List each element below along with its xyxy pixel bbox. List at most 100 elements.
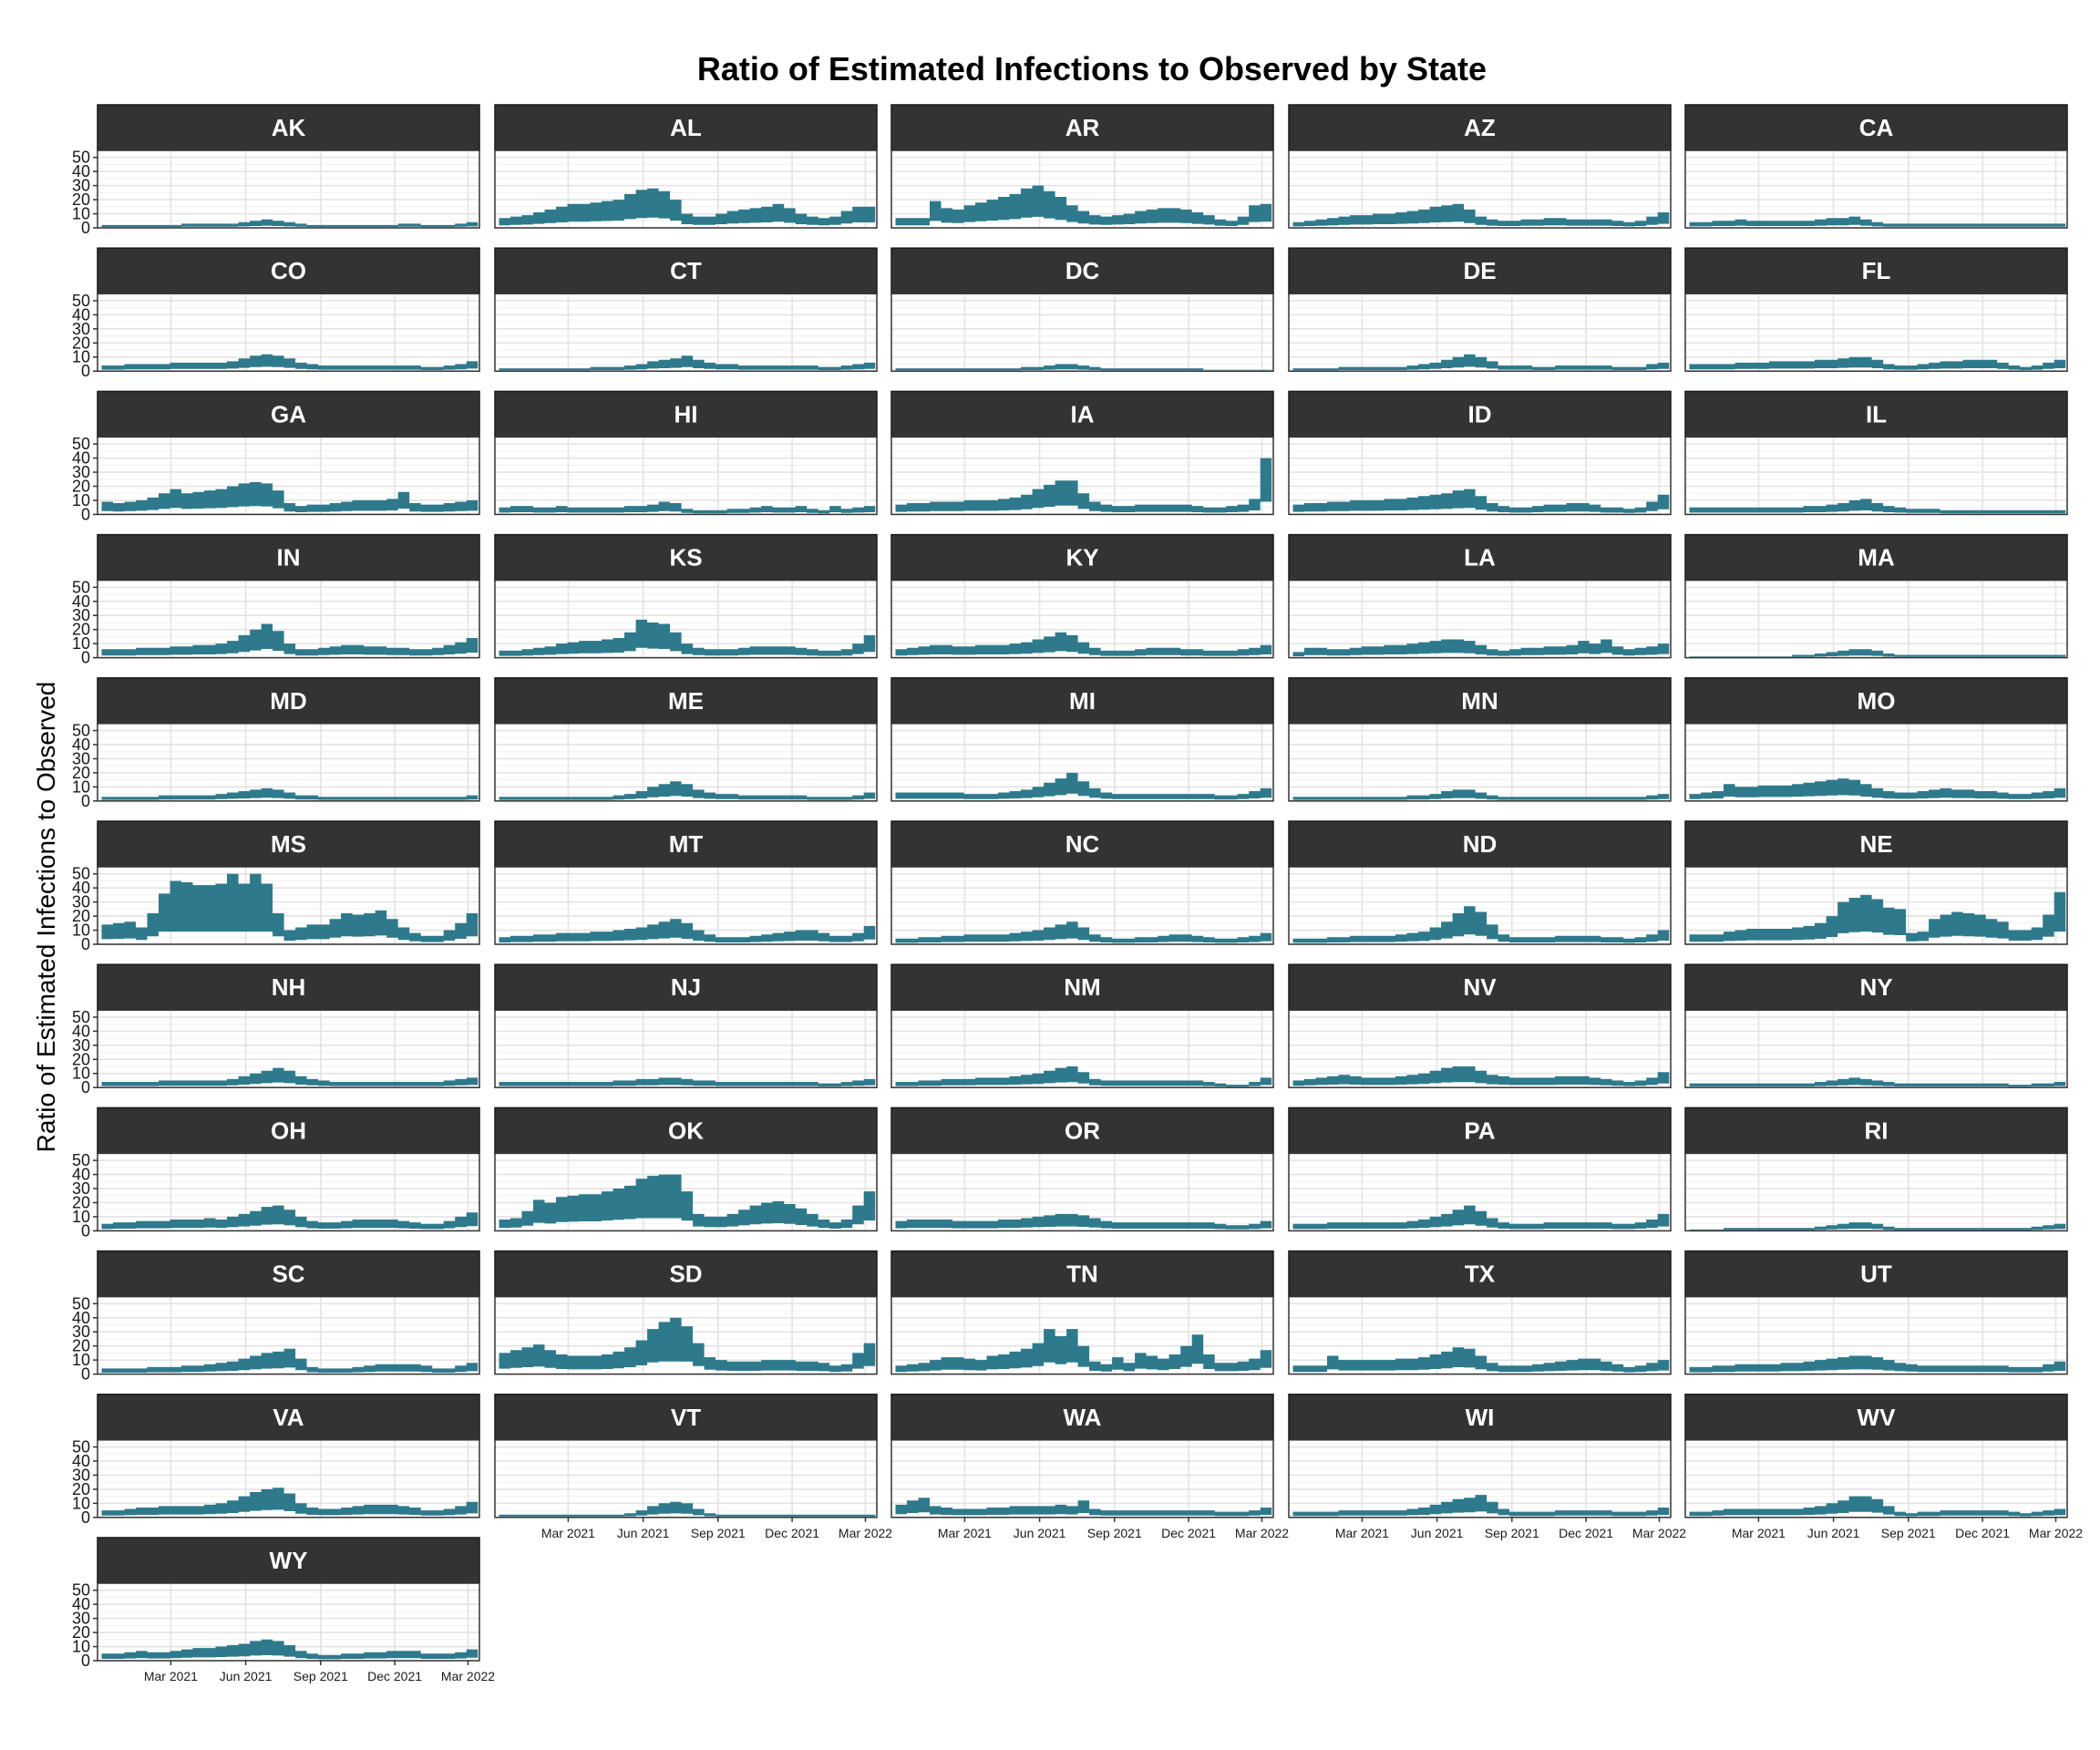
y-tick-label: 0 (81, 1078, 90, 1096)
ribbon-wy (101, 1639, 479, 1660)
facet-strip (494, 1107, 878, 1155)
ribbon-wv (1689, 1496, 2066, 1517)
facet-strip (97, 247, 480, 294)
panel-border (890, 1439, 1274, 1518)
facet-strip (97, 533, 480, 582)
panel-border (1684, 1152, 2068, 1232)
plot-background (1685, 1153, 2067, 1231)
facet-strip-label: WY (270, 1547, 308, 1574)
facet-strip (494, 963, 878, 1011)
ribbon-ks (499, 619, 876, 656)
panel-border (890, 293, 1274, 372)
panel-border (1684, 1295, 2068, 1375)
ribbon-nm (895, 1066, 1272, 1087)
ribbon-ne (1689, 891, 2066, 942)
facet-strip-label: AR (1065, 114, 1100, 141)
y-tick-label: 50 (72, 1151, 90, 1169)
facet-panel-ut: UT (1684, 1250, 2068, 1375)
ribbon-nv (1292, 1066, 1670, 1086)
panel-border (1684, 293, 2068, 372)
y-tick-label: 50 (72, 722, 90, 740)
facet-panel-ky: KY (890, 533, 1274, 659)
panel-border (890, 149, 1274, 229)
facet-panel-id: ID (1288, 390, 1672, 516)
facet-strip-label: CO (271, 257, 306, 284)
facet-panel-la: LA (1288, 533, 1672, 659)
facet-panel-pa: PA (1288, 1107, 1672, 1232)
facet-strip (97, 820, 480, 868)
facet-strip-label: GA (271, 400, 306, 427)
panel-border (494, 1152, 878, 1232)
facet-strip (890, 963, 1274, 1011)
panel-border (890, 1152, 1274, 1232)
facet-panel-ks: KS (494, 533, 878, 659)
ribbon-nh (101, 1067, 479, 1086)
panel-border (1684, 723, 2068, 802)
facet-strip (1288, 1107, 1672, 1155)
facet-strip (494, 820, 878, 868)
ribbon-ky (895, 632, 1272, 656)
ribbon-ct (499, 355, 876, 371)
plot-background (1685, 580, 2067, 658)
x-tick-label: Dec 2021 (1559, 1526, 1613, 1540)
facet-strip-label: KY (1065, 544, 1098, 571)
y-tick-label: 40 (72, 1309, 90, 1327)
facet-strip (1684, 533, 2068, 582)
ribbon-co (101, 354, 479, 370)
y-tick-label: 50 (72, 435, 90, 453)
y-tick-label: 0 (81, 792, 90, 810)
facet-strip-label: IA (1071, 400, 1095, 427)
y-tick-label: 30 (72, 1323, 90, 1341)
y-tick-label: 40 (72, 736, 90, 754)
panel-border (97, 579, 480, 659)
facet-strip (1288, 820, 1672, 868)
facet-panel-dc: DC (890, 247, 1274, 373)
ribbon-de (1292, 354, 1670, 371)
facet-strip-label: UT (1860, 1261, 1892, 1288)
facet-panel-mn: MN (1288, 677, 1672, 802)
plot-background (98, 150, 479, 228)
ribbon-hi (499, 501, 876, 514)
y-tick-label: 20 (72, 1193, 90, 1211)
facet-strip-label: DC (1065, 257, 1100, 284)
plot-background (1685, 1010, 2067, 1088)
facet-strip (1288, 533, 1672, 582)
facet-strip (494, 533, 878, 582)
panel-border (1288, 436, 1672, 516)
facet-strip-label: NY (1859, 973, 1892, 1001)
panel-border (97, 1295, 480, 1375)
x-tick-label: Mar 2022 (1632, 1526, 1686, 1540)
facet-strip-label: OK (668, 1117, 704, 1144)
ribbon-mn (1292, 789, 1670, 800)
panel-border (494, 723, 878, 802)
y-tick-label: 30 (72, 463, 90, 481)
ribbon-ma (1689, 649, 2066, 657)
facet-panel-ma: MA (1684, 533, 2068, 659)
x-tick-label: Dec 2021 (1161, 1526, 1216, 1540)
panel-border (1684, 436, 2068, 516)
y-tick-label: 10 (72, 777, 90, 796)
facet-panel-wv: WV Mar 2021 Jun 2021 Sep 2021 Dec 2021 Mar 20… (1684, 1394, 2083, 1540)
facet-panel-al: AL (494, 104, 878, 229)
y-tick-label: 10 (72, 1208, 90, 1226)
facet-strip-label: SC (272, 1261, 304, 1288)
ribbon-la (1292, 639, 1670, 656)
facet-panel-nc: NC (890, 820, 1274, 945)
x-tick-label: Mar 2022 (839, 1526, 892, 1540)
facet-panel-tx: TX (1288, 1250, 1672, 1375)
facet-strip-label: IL (1866, 400, 1887, 427)
x-tick-label: Jun 2021 (220, 1669, 273, 1683)
y-tick-label: 40 (72, 1166, 90, 1184)
panel-border (890, 1295, 1274, 1375)
x-tick-label: Sep 2021 (1087, 1526, 1142, 1540)
ribbon-ut (1689, 1355, 2066, 1373)
facet-strip-label: WV (1858, 1404, 1897, 1431)
ribbon-dc (895, 364, 1272, 371)
